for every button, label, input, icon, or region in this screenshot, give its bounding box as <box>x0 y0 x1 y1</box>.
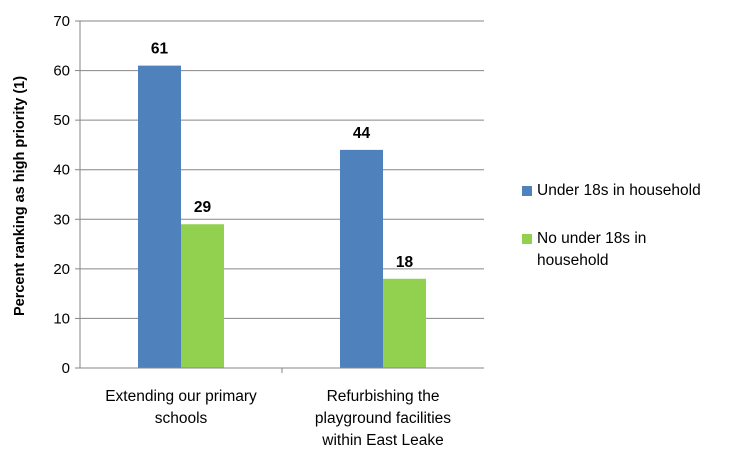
bar <box>383 278 426 368</box>
x-category-labels: Extending our primary schools Refurbishing… <box>105 388 451 449</box>
legend-label: household <box>537 252 609 269</box>
y-tick-label: 40 <box>53 162 70 179</box>
data-label: 29 <box>194 199 212 216</box>
x-tick-label: Extending our primary <box>105 388 257 405</box>
legend-item: Under 18s in household <box>522 180 754 202</box>
y-tick-label: 20 <box>53 261 70 278</box>
axes <box>79 21 484 373</box>
legend-swatch <box>522 234 532 244</box>
y-tick-label: 50 <box>53 112 70 129</box>
legend-item: No under 18s in household <box>522 228 754 272</box>
y-tick-label: 60 <box>53 63 70 80</box>
bars <box>138 65 426 368</box>
x-tick-label: within East Leake <box>321 432 444 449</box>
y-tick-label: 70 <box>53 13 70 30</box>
data-label: 18 <box>396 254 414 271</box>
y-axis-title: Percent ranking as high priority (1) <box>12 76 28 316</box>
y-tick-label: 0 <box>62 360 70 377</box>
x-tick-label: playground facilities <box>315 410 451 427</box>
x-tick-label: Refurbishing the <box>327 388 440 405</box>
data-labels: 61 29 44 18 <box>151 41 414 271</box>
legend-label: Under 18s in household <box>537 182 701 199</box>
x-tick-label: schools <box>155 410 208 427</box>
y-tick-labels: 0 10 20 30 40 50 60 70 <box>53 13 70 377</box>
bar <box>340 149 383 368</box>
y-tick-label: 30 <box>53 211 70 228</box>
legend: Under 18s in household No under 18s in hou… <box>522 180 754 298</box>
y-tick-label: 10 <box>53 310 70 327</box>
data-label: 44 <box>353 125 371 142</box>
legend-swatch <box>522 186 532 196</box>
bar <box>138 65 181 368</box>
legend-label: No under 18s in <box>537 230 647 247</box>
bar <box>181 224 224 368</box>
data-label: 61 <box>151 41 169 58</box>
